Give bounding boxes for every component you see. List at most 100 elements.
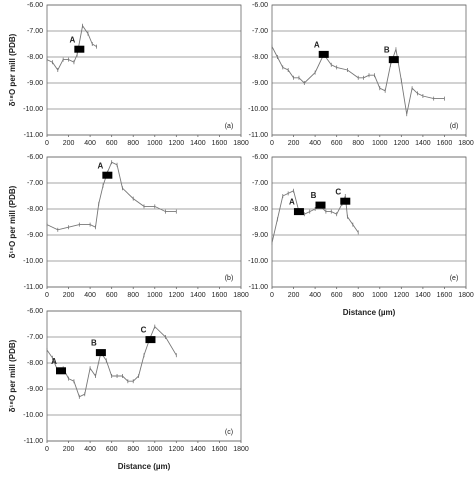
x-tick-label: 600 bbox=[331, 292, 343, 299]
x-tick-label: 600 bbox=[106, 446, 118, 453]
y-tick-label: -10.00 bbox=[23, 258, 43, 265]
x-tick-label: 1400 bbox=[190, 140, 206, 147]
plot-frame bbox=[46, 4, 242, 136]
x-tick-label: 800 bbox=[352, 292, 364, 299]
x-axis-label: Distance (µm) bbox=[118, 462, 171, 471]
y-tick-label: -8.00 bbox=[252, 206, 268, 213]
plot-frame bbox=[271, 4, 467, 136]
annotation-label: A bbox=[51, 357, 57, 366]
x-tick-label: 600 bbox=[106, 292, 118, 299]
y-tick-label: -8.00 bbox=[27, 360, 43, 367]
annotation-box bbox=[74, 45, 85, 53]
annotation-box bbox=[388, 56, 399, 64]
y-tick-label: -7.00 bbox=[27, 28, 43, 35]
y-tick-label: -6.00 bbox=[27, 154, 43, 161]
x-tick-label: 1000 bbox=[147, 140, 163, 147]
y-tick-label: -11.00 bbox=[249, 132, 268, 139]
x-tick-label: 1400 bbox=[415, 140, 431, 147]
x-tick-label: 200 bbox=[288, 292, 300, 299]
panel-label: (d) bbox=[450, 123, 459, 130]
x-axis-label: Distance (µm) bbox=[343, 308, 396, 317]
y-tick-label: -11.00 bbox=[24, 132, 43, 139]
x-tick-label: 0 bbox=[45, 446, 49, 453]
x-tick-label: 1800 bbox=[458, 292, 474, 299]
y-tick-label: -9.00 bbox=[252, 80, 268, 87]
x-tick-label: 200 bbox=[63, 292, 75, 299]
annotation-label: B bbox=[311, 191, 317, 200]
y-tick-label: -7.00 bbox=[27, 180, 43, 187]
x-tick-label: 1200 bbox=[394, 292, 410, 299]
plot-frame bbox=[46, 156, 242, 288]
annotation-box bbox=[315, 201, 326, 209]
x-tick-label: 200 bbox=[63, 446, 75, 453]
annotation-label: A bbox=[97, 161, 103, 170]
x-tick-label: 800 bbox=[127, 292, 139, 299]
y-tick-label: -7.00 bbox=[252, 180, 268, 187]
x-tick-label: 0 bbox=[45, 140, 49, 147]
x-tick-label: 1000 bbox=[372, 292, 388, 299]
x-tick-label: 800 bbox=[127, 140, 139, 147]
x-tick-label: 200 bbox=[63, 140, 75, 147]
y-tick-label: -11.00 bbox=[24, 438, 43, 445]
y-tick-label: -6.00 bbox=[252, 154, 268, 161]
x-tick-label: 1600 bbox=[212, 140, 228, 147]
y-tick-label: -7.00 bbox=[252, 28, 268, 35]
x-tick-label: 0 bbox=[270, 292, 274, 299]
y-tick-label: -10.00 bbox=[23, 412, 43, 419]
panel-label: (c) bbox=[225, 429, 233, 436]
y-tick-label: -6.00 bbox=[27, 308, 43, 315]
y-tick-label: -10.00 bbox=[23, 106, 43, 113]
plot-frame bbox=[46, 310, 242, 442]
x-tick-label: 1600 bbox=[212, 446, 228, 453]
y-tick-label: -11.00 bbox=[24, 284, 43, 291]
annotation-box bbox=[145, 336, 156, 344]
x-tick-label: 400 bbox=[84, 292, 96, 299]
annotation-label: A bbox=[69, 35, 75, 44]
x-tick-label: 1600 bbox=[212, 292, 228, 299]
x-tick-label: 200 bbox=[288, 140, 300, 147]
x-tick-label: 1400 bbox=[415, 292, 431, 299]
x-tick-label: 1200 bbox=[169, 140, 185, 147]
annotation-label: C bbox=[335, 187, 341, 196]
x-tick-label: 1000 bbox=[372, 140, 388, 147]
x-tick-label: 1800 bbox=[233, 292, 249, 299]
annotation-box bbox=[56, 367, 67, 375]
data-line bbox=[46, 24, 97, 71]
x-tick-label: 1400 bbox=[190, 292, 206, 299]
annotation-box bbox=[95, 349, 106, 357]
x-tick-label: 400 bbox=[309, 140, 321, 147]
panel-label: (a) bbox=[225, 123, 234, 130]
annotation-box bbox=[340, 197, 351, 205]
annotation-box bbox=[102, 171, 113, 179]
x-tick-label: 1200 bbox=[169, 292, 185, 299]
annotation-label: C bbox=[141, 326, 147, 335]
plot-frame bbox=[271, 156, 467, 288]
y-tick-label: -9.00 bbox=[27, 386, 43, 393]
x-tick-label: 1000 bbox=[147, 292, 163, 299]
y-tick-label: -10.00 bbox=[248, 258, 268, 265]
x-tick-label: 0 bbox=[270, 140, 274, 147]
y-tick-label: -6.00 bbox=[27, 2, 43, 9]
annotation-box bbox=[318, 50, 329, 58]
y-axis-label: δ¹⁸O per mill (PDB) bbox=[8, 33, 17, 106]
x-tick-label: 1000 bbox=[147, 446, 163, 453]
y-tick-label: -8.00 bbox=[27, 206, 43, 213]
y-axis-label: δ¹⁸O per mill (PDB) bbox=[8, 339, 17, 412]
x-tick-label: 400 bbox=[84, 446, 96, 453]
y-tick-label: -9.00 bbox=[27, 80, 43, 87]
y-tick-label: -9.00 bbox=[252, 232, 268, 239]
x-tick-label: 1800 bbox=[233, 446, 249, 453]
y-tick-label: -6.00 bbox=[252, 2, 268, 9]
x-tick-label: 1200 bbox=[394, 140, 410, 147]
x-tick-label: 1800 bbox=[458, 140, 474, 147]
x-tick-label: 1600 bbox=[437, 140, 453, 147]
y-tick-label: -9.00 bbox=[27, 232, 43, 239]
x-tick-label: 1800 bbox=[233, 140, 249, 147]
x-tick-label: 400 bbox=[84, 140, 96, 147]
x-tick-label: 800 bbox=[352, 140, 364, 147]
y-tick-label: -8.00 bbox=[27, 54, 43, 61]
annotation-label: B bbox=[384, 46, 390, 55]
panel-label: (b) bbox=[225, 275, 234, 282]
x-tick-label: 1200 bbox=[169, 446, 185, 453]
annotation-box bbox=[293, 208, 304, 216]
